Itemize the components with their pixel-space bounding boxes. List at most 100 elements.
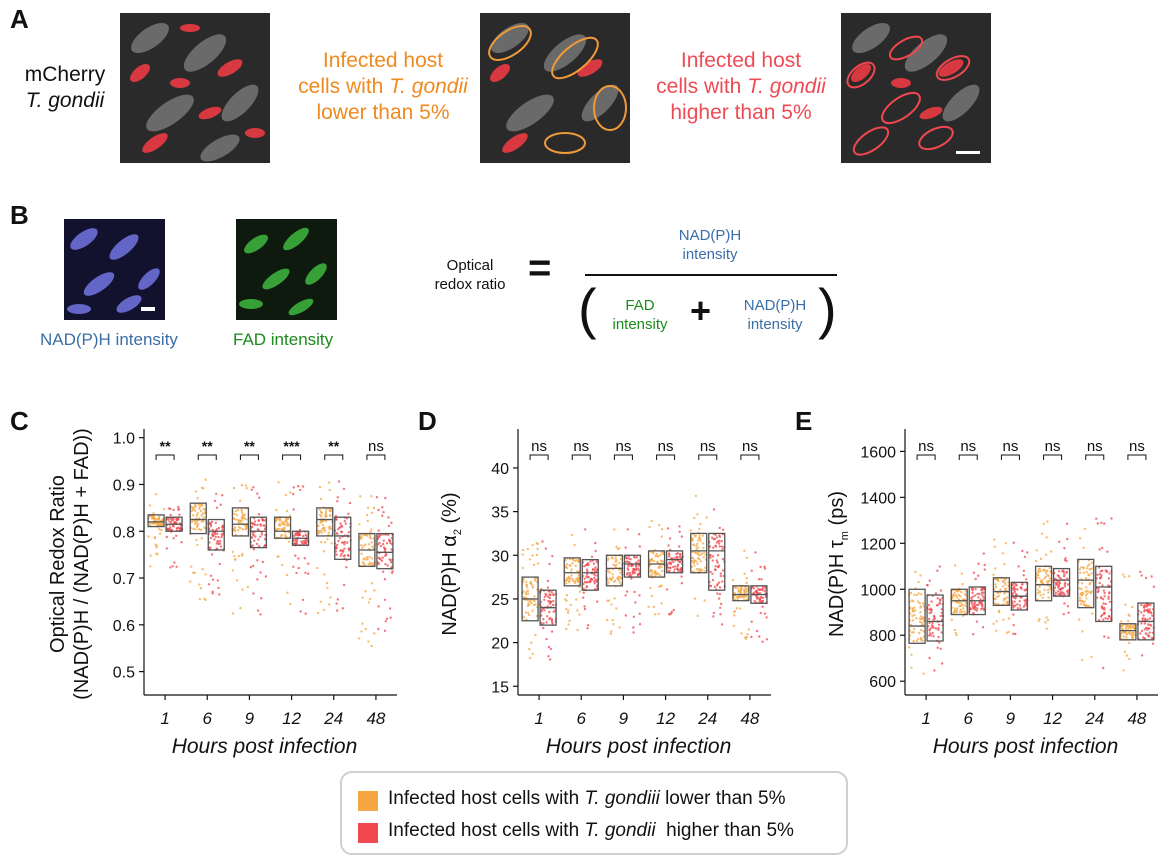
chart-e-point [1080,658,1084,662]
chart-d-point [657,612,660,616]
chart-d-point [550,618,554,621]
chart-d-point [658,566,661,570]
chart-c-point [318,485,322,489]
chart-d-point [631,572,634,575]
chart-d-point [565,627,568,631]
chart-e-point [1067,611,1070,614]
chart-c-point [296,533,300,537]
chart-e-point [1103,522,1106,525]
chart-c-point [303,557,306,560]
chart-d-point [593,582,596,585]
chart-e-point [1084,603,1088,607]
chart-c-point [195,520,199,523]
chart-c-point [292,486,295,489]
chart-c-point [154,493,158,496]
legend-label-low: Infected host cells with T. gondiii lowe… [388,788,785,810]
chart-c-point [335,547,338,550]
chart-e-point [1012,589,1015,592]
chart-e-point [922,672,925,675]
chart-e-point [1002,618,1005,621]
chart-d-point [699,539,702,542]
chart-d-point [669,566,672,570]
chart-e-point [1124,631,1127,635]
micrograph-nadh [64,219,165,320]
mcherry-label-line1: mCherry [24,63,106,86]
chart-d-point [618,568,621,571]
chart-e-point [918,631,921,635]
chart-d-point [672,560,675,564]
chart-c-box [334,516,352,560]
chart-c-point [191,506,194,510]
chart-e-point [1014,632,1017,636]
chart-e-point [928,621,931,625]
chart-c-point [200,486,204,490]
chart-c-point [382,539,385,542]
chart-d-point [731,579,735,582]
chart-c-point [320,541,323,544]
chart-c-xtick-label: 6 [203,709,213,728]
chart-d-point [719,606,722,609]
panel-e-letter: E [795,406,813,436]
chart-d-point [754,590,757,594]
chart-e-point [1013,590,1017,594]
chart-d-point [677,563,680,566]
chart-c-sig-bracket [324,454,344,460]
chart-e-point [955,611,958,614]
chart-c-point [154,543,157,546]
chart-c-point [328,488,331,492]
chart-c-point [341,607,345,610]
chart-e-point [1063,547,1066,550]
chart-c-point [244,528,247,531]
chart-e-point [955,633,958,637]
chart-d-x-axis-label: Hours post infection [546,735,732,758]
chart-d-point [573,543,576,547]
chart-e-point [1128,641,1131,645]
chart-e-point [911,608,914,611]
micrograph-nadh-art [64,219,165,320]
chart-d-sig-label: ns [573,438,589,455]
chart-c-point [328,603,331,606]
chart-d-point [695,547,698,551]
chart-e-point [1023,599,1026,602]
chart-d-sig-label: ns [700,438,716,455]
scale-bar-b [141,307,155,311]
chart-c-point [289,491,292,494]
chart-c-point [383,629,387,632]
chart-d-point [667,569,670,573]
chart-d-point [694,494,698,498]
chart-e-point [910,666,913,669]
chart-c-point [378,541,381,545]
chart-d-point [701,542,705,545]
chart-d-point [525,590,528,593]
chart-e-point [997,609,1001,612]
chart-c-point [377,561,380,564]
chart-c-point [387,533,390,537]
chart-d-point [545,621,548,624]
chart-d-point [583,577,586,580]
chart-d-point [606,618,609,622]
chart-d-point [746,589,749,592]
chart-d-point [733,614,736,617]
chart-e-point [1083,600,1086,603]
chart-e-point [913,593,916,596]
chart-d-point [619,558,623,561]
chart-e-point [1110,517,1113,520]
right-paren: ) [818,277,837,340]
chart-c-point [263,527,267,531]
chart-d-point [526,586,529,589]
chart-c-point [214,521,217,524]
chart-e-point [997,594,1001,598]
chart-e-point [915,593,919,597]
chart-c-point [237,554,240,558]
chart-d-point [570,533,574,537]
chart-c-box [376,532,394,570]
chart-c-point [175,565,178,568]
chart-c-point [252,592,255,595]
chart-d-point [698,534,701,537]
chart-d-box [690,532,708,574]
chart-e-point [936,569,939,572]
chart-d-point [650,559,654,562]
micrograph-mcherry [120,13,270,163]
legend-high-c: higher than 5% [655,820,794,841]
chart-e-point [931,631,934,635]
